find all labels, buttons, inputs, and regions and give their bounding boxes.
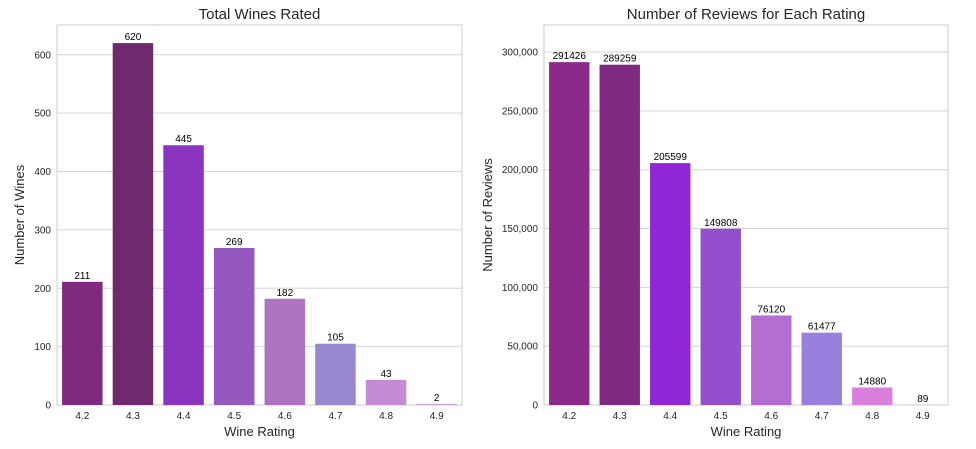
- chart-total-wines: 211 620 445 269 182 105 43 2 0 100 200 300 400 500 60…: [12, 6, 463, 439]
- y-tick-label: 300,000: [502, 48, 539, 59]
- x-tick-label: 4.9: [916, 411, 930, 422]
- x-tick-label: 4.2: [562, 411, 576, 422]
- bar-value-label: 89: [917, 394, 929, 405]
- x-axis-label: Wine Rating: [711, 424, 782, 439]
- x-tick-label: 4.4: [663, 411, 677, 422]
- x-axis-label: Wine Rating: [224, 424, 295, 439]
- y-tick-label: 400: [34, 167, 51, 178]
- y-axis-label: Number of Wines: [12, 164, 27, 265]
- bar-4.7: [315, 343, 356, 405]
- y-tick-labels: 0 50,000 100,000 150,000 200,000 250,000 300,0…: [502, 48, 539, 412]
- y-tick-label: 200,000: [502, 165, 539, 176]
- x-tick-label: 4.2: [75, 411, 89, 422]
- bar-value-label: 61477: [808, 322, 836, 333]
- y-tick-label: 200: [34, 284, 51, 295]
- bar-4.2: [62, 281, 103, 405]
- x-tick-label: 4.5: [227, 411, 241, 422]
- x-tick-label: 4.9: [430, 411, 444, 422]
- y-tick-label: 250,000: [502, 106, 539, 117]
- bar-value-label: 445: [175, 134, 192, 145]
- bar-value-label: 149808: [704, 218, 738, 229]
- y-tick-label: 500: [34, 109, 51, 120]
- x-tick-label: 4.4: [177, 411, 191, 422]
- x-tick-label: 4.6: [764, 411, 778, 422]
- bar-value-labels: 291426 289259 205599 149808 76120 61477 14880 8…: [553, 51, 929, 405]
- y-tick-label: 150,000: [502, 224, 539, 235]
- bar-4.4: [650, 163, 691, 405]
- chart-number-of-reviews: 291426 289259 205599 149808 76120 61477 14880 8…: [480, 6, 949, 439]
- bar-value-label: 105: [327, 333, 344, 344]
- bars: [62, 43, 457, 405]
- y-tick-label: 300: [34, 225, 51, 236]
- bar-value-label: 2: [434, 393, 440, 404]
- x-tick-label: 4.7: [815, 411, 829, 422]
- x-tick-label: 4.8: [379, 411, 393, 422]
- bar-4.6: [751, 315, 792, 405]
- bar-4.6: [264, 298, 306, 405]
- bar-4.3: [599, 64, 640, 405]
- bar-value-label: 43: [381, 369, 393, 380]
- chart-title: Total Wines Rated: [199, 6, 321, 23]
- y-axis-label: Number of Reviews: [480, 158, 495, 272]
- bar-value-label: 620: [125, 32, 142, 43]
- x-tick-labels: 4.2 4.3 4.4 4.5 4.6 4.7 4.8 4.9: [75, 411, 444, 422]
- y-tick-label: 0: [532, 401, 538, 412]
- bar-value-label: 269: [226, 237, 243, 248]
- y-tick-label: 600: [34, 50, 51, 61]
- y-tick-label: 100,000: [502, 283, 539, 294]
- bars: [549, 62, 943, 406]
- bar-value-label: 205599: [654, 152, 688, 163]
- bar-4.2: [549, 62, 590, 406]
- bar-value-label: 76120: [757, 304, 785, 315]
- x-tick-label: 4.6: [278, 411, 292, 422]
- bar-4.5: [213, 247, 255, 405]
- plot-frame: [543, 24, 949, 406]
- bar-4.5: [700, 228, 741, 405]
- x-tick-labels: 4.2 4.3 4.4 4.5 4.6 4.7 4.8 4.9: [562, 411, 930, 422]
- plot-frame: [56, 24, 463, 406]
- y-tick-labels: 0 100 200 300 400 500 600: [34, 50, 51, 411]
- x-tick-label: 4.7: [328, 411, 342, 422]
- bar-4.3: [112, 43, 154, 405]
- bar-value-label: 291426: [553, 51, 587, 62]
- bar-4.8: [365, 379, 407, 405]
- y-tick-label: 100: [34, 342, 51, 353]
- bar-4.8: [852, 387, 893, 405]
- x-tick-label: 4.8: [865, 411, 879, 422]
- bar-value-labels: 211 620 445 269 182 105 43 2: [74, 32, 440, 404]
- y-tick-label: 0: [45, 401, 51, 412]
- x-tick-label: 4.3: [126, 411, 140, 422]
- bar-value-label: 182: [276, 288, 293, 299]
- bar-value-label: 211: [74, 271, 90, 282]
- x-tick-label: 4.5: [714, 411, 728, 422]
- bar-value-label: 14880: [858, 376, 886, 387]
- bar-4.9: [416, 403, 457, 405]
- bar-4.7: [801, 332, 842, 405]
- bar-value-label: 289259: [603, 54, 637, 65]
- y-tick-label: 50,000: [507, 342, 538, 353]
- chart-title: Number of Reviews for Each Rating: [627, 6, 865, 23]
- x-tick-label: 4.3: [613, 411, 627, 422]
- bar-4.4: [163, 145, 204, 405]
